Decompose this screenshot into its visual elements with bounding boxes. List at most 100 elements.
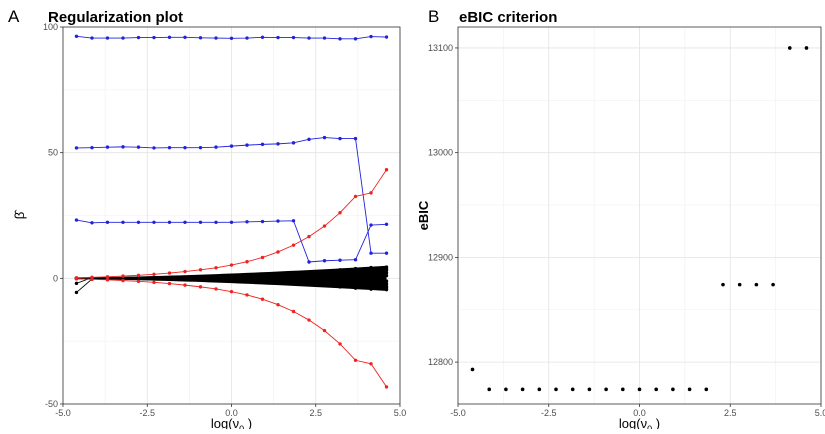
series-point-blue xyxy=(183,35,187,40)
series-point-blue xyxy=(276,142,280,146)
series-point-blue xyxy=(198,36,203,40)
x-tick-label: -5.0 xyxy=(55,408,71,418)
ebic-point xyxy=(520,387,525,392)
series-point-red xyxy=(152,272,156,277)
series-point-blue xyxy=(198,145,203,150)
x-tick-label: 0.0 xyxy=(225,408,238,418)
series-point-black xyxy=(369,281,373,286)
x-tick-label: 0.0 xyxy=(633,408,646,418)
series-point-blue xyxy=(183,145,187,150)
series-point-red xyxy=(214,266,218,270)
series-point-red xyxy=(322,224,327,228)
ebic-point xyxy=(537,387,542,392)
series-point-black xyxy=(307,277,311,282)
y-tick-label: 100 xyxy=(43,22,58,32)
series-point-red xyxy=(74,277,79,281)
series-point-red xyxy=(245,293,249,297)
series-point-black xyxy=(384,284,389,289)
ebic-point xyxy=(787,46,792,50)
series-point-black xyxy=(369,287,373,291)
series-point-blue xyxy=(121,145,125,149)
x-axis-label-b: log(ν0 ) xyxy=(619,416,660,429)
y-tick-label: -50 xyxy=(45,399,58,409)
series-point-red xyxy=(183,283,187,287)
series-point-red xyxy=(307,234,311,239)
series-point-red xyxy=(245,260,249,264)
series-point-black xyxy=(353,286,358,290)
x-tick-label: -2.5 xyxy=(139,408,155,418)
series-point-blue xyxy=(260,142,265,147)
series-point-black xyxy=(322,269,327,273)
series-point-black xyxy=(369,279,373,283)
series-point-black xyxy=(245,277,249,281)
series-point-blue xyxy=(260,219,265,224)
series-point-blue xyxy=(90,221,94,225)
series-point-blue xyxy=(322,36,327,40)
y-tick-label: 13100 xyxy=(428,43,453,53)
ebic-points xyxy=(470,46,809,392)
series-point-red xyxy=(136,279,141,284)
series-point-black xyxy=(322,283,327,288)
series-point-black xyxy=(276,277,280,281)
x-axis-label-b-close: ) xyxy=(652,416,660,429)
series-point-red xyxy=(229,289,234,294)
series-point-blue xyxy=(105,36,110,40)
x-tick-label: 2.5 xyxy=(724,408,737,418)
series-point-black xyxy=(353,274,358,278)
series-point-black xyxy=(338,285,342,289)
axis-ticks-a: -5.0 -2.5 0.0 2.5 5.0 -50 0 50 100 xyxy=(43,22,406,418)
series-point-red xyxy=(338,211,342,215)
series-point-blue xyxy=(322,135,327,140)
ebic-point xyxy=(604,387,608,392)
series-point-blue xyxy=(183,220,187,224)
series-point-red xyxy=(338,342,342,346)
series-point-blue xyxy=(384,35,389,39)
series-point-blue xyxy=(167,145,172,150)
series-point-blue xyxy=(90,145,94,150)
series-point-black xyxy=(198,276,203,281)
series-point-blue xyxy=(245,220,249,224)
series-point-blue xyxy=(245,36,249,40)
series-point-blue xyxy=(214,220,218,224)
series-point-blue xyxy=(353,37,358,41)
series-point-blue xyxy=(136,35,141,40)
x-tick-label: 5.0 xyxy=(394,408,407,418)
series-point-blue xyxy=(121,220,125,224)
series-point-blue xyxy=(353,136,358,141)
series-point-blue xyxy=(276,35,280,40)
series-point-black xyxy=(183,276,187,281)
series-point-blue xyxy=(260,35,265,40)
series-point-red xyxy=(291,243,296,247)
series-point-black xyxy=(260,277,265,281)
series-point-red xyxy=(229,263,234,267)
x-axis-label-a-main: log(ν xyxy=(211,416,239,429)
ebic-point xyxy=(470,367,475,372)
ebic-point xyxy=(487,387,492,392)
grid-a xyxy=(62,26,401,405)
series-point-red xyxy=(121,278,125,283)
series-point-black xyxy=(369,274,373,278)
series-point-black xyxy=(152,276,156,281)
series-point-red xyxy=(307,318,311,322)
series-point-blue xyxy=(214,145,218,149)
series-point-blue xyxy=(136,145,141,149)
ebic-panel: B eBIC criterion -5.0 -2.5 0.0 2.5 5.0 12800 1… xyxy=(416,7,825,434)
x-tick-label: -2.5 xyxy=(541,408,557,418)
series-point-blue xyxy=(74,34,79,38)
x-axis-label-b-main: log(ν xyxy=(619,416,647,429)
series-point-blue xyxy=(167,220,172,224)
series-point-blue xyxy=(105,220,110,224)
series-point-blue xyxy=(307,260,311,264)
series-point-red xyxy=(167,271,172,275)
series-point-black xyxy=(353,278,358,283)
coefficient-paths xyxy=(74,34,389,389)
series-point-blue xyxy=(291,141,296,145)
ebic-point xyxy=(754,282,759,287)
series-point-blue xyxy=(229,220,234,224)
x-tick-label: 2.5 xyxy=(309,408,322,418)
series-point-blue xyxy=(152,146,156,150)
ebic-point xyxy=(570,387,575,392)
series-point-blue xyxy=(338,37,342,41)
